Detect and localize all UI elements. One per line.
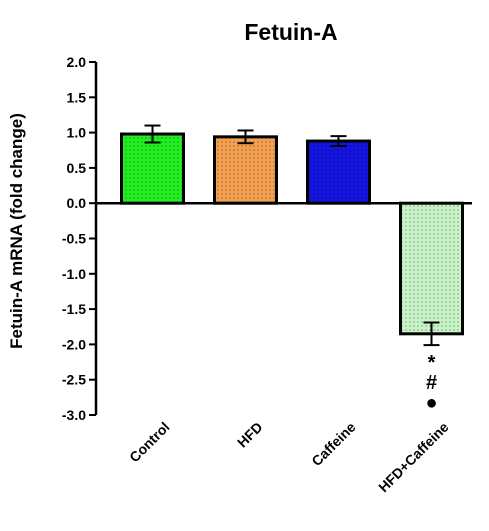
y-tick-label: -1.5 [62,301,86,317]
y-tick-label: -2.0 [62,336,86,352]
significance-marker: * [428,352,436,374]
bar-group [399,201,464,347]
bar-pattern [121,134,184,204]
chart-title: Fetuin-A [244,19,337,45]
x-tick-label: HFD [234,419,266,451]
x-axis-labels: Control HFD Caffeine HFD+Caffeine [126,419,452,496]
y-tick-label: 0.0 [67,195,87,211]
y-tick-label: 2.0 [67,54,87,70]
bar-pattern [307,141,370,204]
x-tick-label: Caffeine [308,419,359,470]
significance-marker: ● [425,392,437,414]
x-tick-label: HFD+Caffeine [375,419,452,496]
y-tick-label: -2.5 [62,372,86,388]
bar-group [306,135,371,205]
significance-annotations: *#● [425,352,437,414]
y-tick-label: -3.0 [62,407,86,423]
y-tick-label: 1.0 [67,125,87,141]
bar-pattern [400,203,463,334]
y-axis-ticks: 2.0 1.5 1.0 0.5 0.0 -0.5 -1.0 -1.5 -2.0 -2.5 -3.0 [62,54,96,423]
bar-group [213,129,278,205]
y-tick-label: -0.5 [62,231,86,247]
significance-marker: # [426,372,437,394]
x-tick-label: Control [126,419,173,466]
y-tick-label: 0.5 [67,160,87,176]
bars [120,124,464,347]
bar-pattern [214,136,277,204]
y-tick-label: -1.0 [62,266,86,282]
y-axis-label: Fetuin-A mRNA (fold change) [7,113,26,349]
y-tick-label: 1.5 [67,89,87,105]
bar-group [120,124,185,205]
